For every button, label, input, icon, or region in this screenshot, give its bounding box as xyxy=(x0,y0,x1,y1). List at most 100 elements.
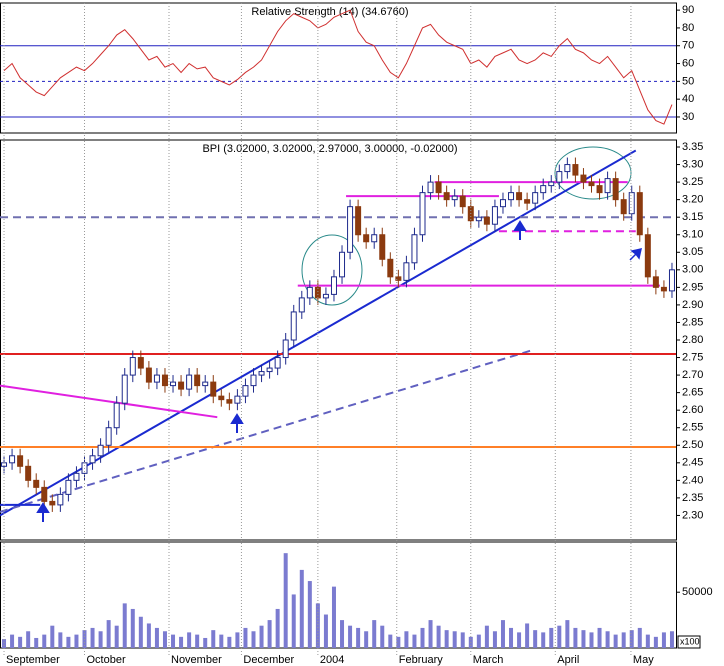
volume-bar xyxy=(669,631,674,648)
volume-bar xyxy=(589,632,594,648)
x-tick-label: November xyxy=(171,654,222,666)
candle-body xyxy=(451,195,458,201)
x-tick-label: May xyxy=(633,654,654,666)
volume-bar xyxy=(452,631,457,648)
candle-body xyxy=(57,493,64,506)
y-tick-label: 2.85 xyxy=(682,316,703,328)
candle-body xyxy=(178,381,185,390)
x-tick-label: February xyxy=(399,654,444,666)
candle-body xyxy=(49,500,56,506)
volume-bar xyxy=(388,634,393,648)
volume-bar xyxy=(323,614,328,648)
y-tick-label: 30 xyxy=(682,111,694,123)
volume-bar xyxy=(275,608,280,648)
y-tick-label: 3.20 xyxy=(682,194,703,206)
volume-bar xyxy=(541,632,546,648)
candle-body xyxy=(387,258,394,278)
panel-title: BPI (3.02000, 3.02000, 2.97000, 3.00000,… xyxy=(202,143,457,155)
volume-bar xyxy=(404,631,409,648)
volume-bar xyxy=(500,620,505,648)
y-tick-label: 60 xyxy=(682,57,694,69)
volume-bar xyxy=(372,620,377,648)
candle-body xyxy=(612,178,619,201)
volume-bar xyxy=(428,620,433,648)
candle-body xyxy=(596,185,603,194)
volume-bar xyxy=(50,625,55,648)
candle-body xyxy=(668,269,675,292)
trend-line xyxy=(0,349,532,513)
y-tick-label: 2.40 xyxy=(682,474,703,486)
volume-bar xyxy=(179,636,184,648)
candle-body xyxy=(347,206,354,253)
volume-bar xyxy=(2,639,7,648)
candle-body xyxy=(137,357,144,369)
candle-body xyxy=(588,181,595,187)
volume-bar xyxy=(661,632,666,648)
y-tick-label: 2.80 xyxy=(682,334,703,346)
candle-body xyxy=(548,181,555,187)
trend-line xyxy=(0,384,218,419)
volume-bar xyxy=(267,620,272,648)
candle-body xyxy=(242,385,249,397)
volume-bar xyxy=(58,632,63,648)
y-tick-label: 2.60 xyxy=(682,404,703,416)
candle-body xyxy=(508,192,515,201)
volume-bar xyxy=(154,627,159,648)
y-tick-label: 3.00 xyxy=(682,264,703,276)
unit-box xyxy=(677,635,701,649)
volume-bar xyxy=(34,637,39,648)
volume-bar xyxy=(331,586,336,648)
candle-body xyxy=(330,276,337,295)
y-tick-label: 2.45 xyxy=(682,457,703,469)
candle-body xyxy=(298,297,305,313)
volume-bar xyxy=(645,634,650,648)
candle-body xyxy=(532,192,539,204)
volume-bar xyxy=(235,632,240,648)
annotation-ellipse xyxy=(554,146,632,200)
candle-body xyxy=(41,486,48,502)
y-tick-label: 3.35 xyxy=(682,141,703,153)
candle-body xyxy=(419,192,426,236)
volume-bar xyxy=(251,631,256,648)
candle-body xyxy=(652,276,659,288)
candle-body xyxy=(9,455,16,464)
panel-title: Relative Strength (14) (34.6760) xyxy=(251,6,408,18)
candle-body xyxy=(282,339,289,359)
volume-bar xyxy=(444,630,449,648)
candle-body xyxy=(65,479,72,495)
candle-body xyxy=(628,192,635,215)
y-tick-label: 3.10 xyxy=(682,229,703,241)
candle-body xyxy=(604,178,611,194)
candle-body xyxy=(475,216,482,222)
candle-body xyxy=(194,374,201,387)
candle-body xyxy=(427,181,434,194)
volume-bar xyxy=(42,634,47,648)
candle-body xyxy=(258,371,265,376)
candle-body xyxy=(556,171,563,183)
x-tick-label: March xyxy=(473,654,504,666)
candle-body xyxy=(218,395,225,401)
volume-bar xyxy=(114,625,119,648)
candle-body xyxy=(306,286,313,299)
candle-body xyxy=(435,181,442,194)
candle-body xyxy=(355,206,362,236)
y-tick-label: 3.15 xyxy=(682,211,703,223)
annotation-ellipse xyxy=(301,234,363,306)
candle-body xyxy=(371,234,378,243)
candle-body xyxy=(33,479,40,488)
candle-body xyxy=(660,286,667,292)
volume-bar xyxy=(573,627,578,648)
volume-bar xyxy=(492,631,497,648)
y-tick-label: 2.30 xyxy=(682,509,703,521)
y-tick-label: 2.90 xyxy=(682,299,703,311)
volume-bar xyxy=(613,634,618,648)
volume-bar xyxy=(98,631,103,648)
rsi-line xyxy=(3,9,673,125)
candle-body xyxy=(411,234,418,264)
candle-body xyxy=(145,367,152,383)
candle-body xyxy=(524,199,531,204)
volume-bar xyxy=(122,603,127,648)
volume-bar xyxy=(484,625,489,648)
candle-body xyxy=(363,234,370,243)
